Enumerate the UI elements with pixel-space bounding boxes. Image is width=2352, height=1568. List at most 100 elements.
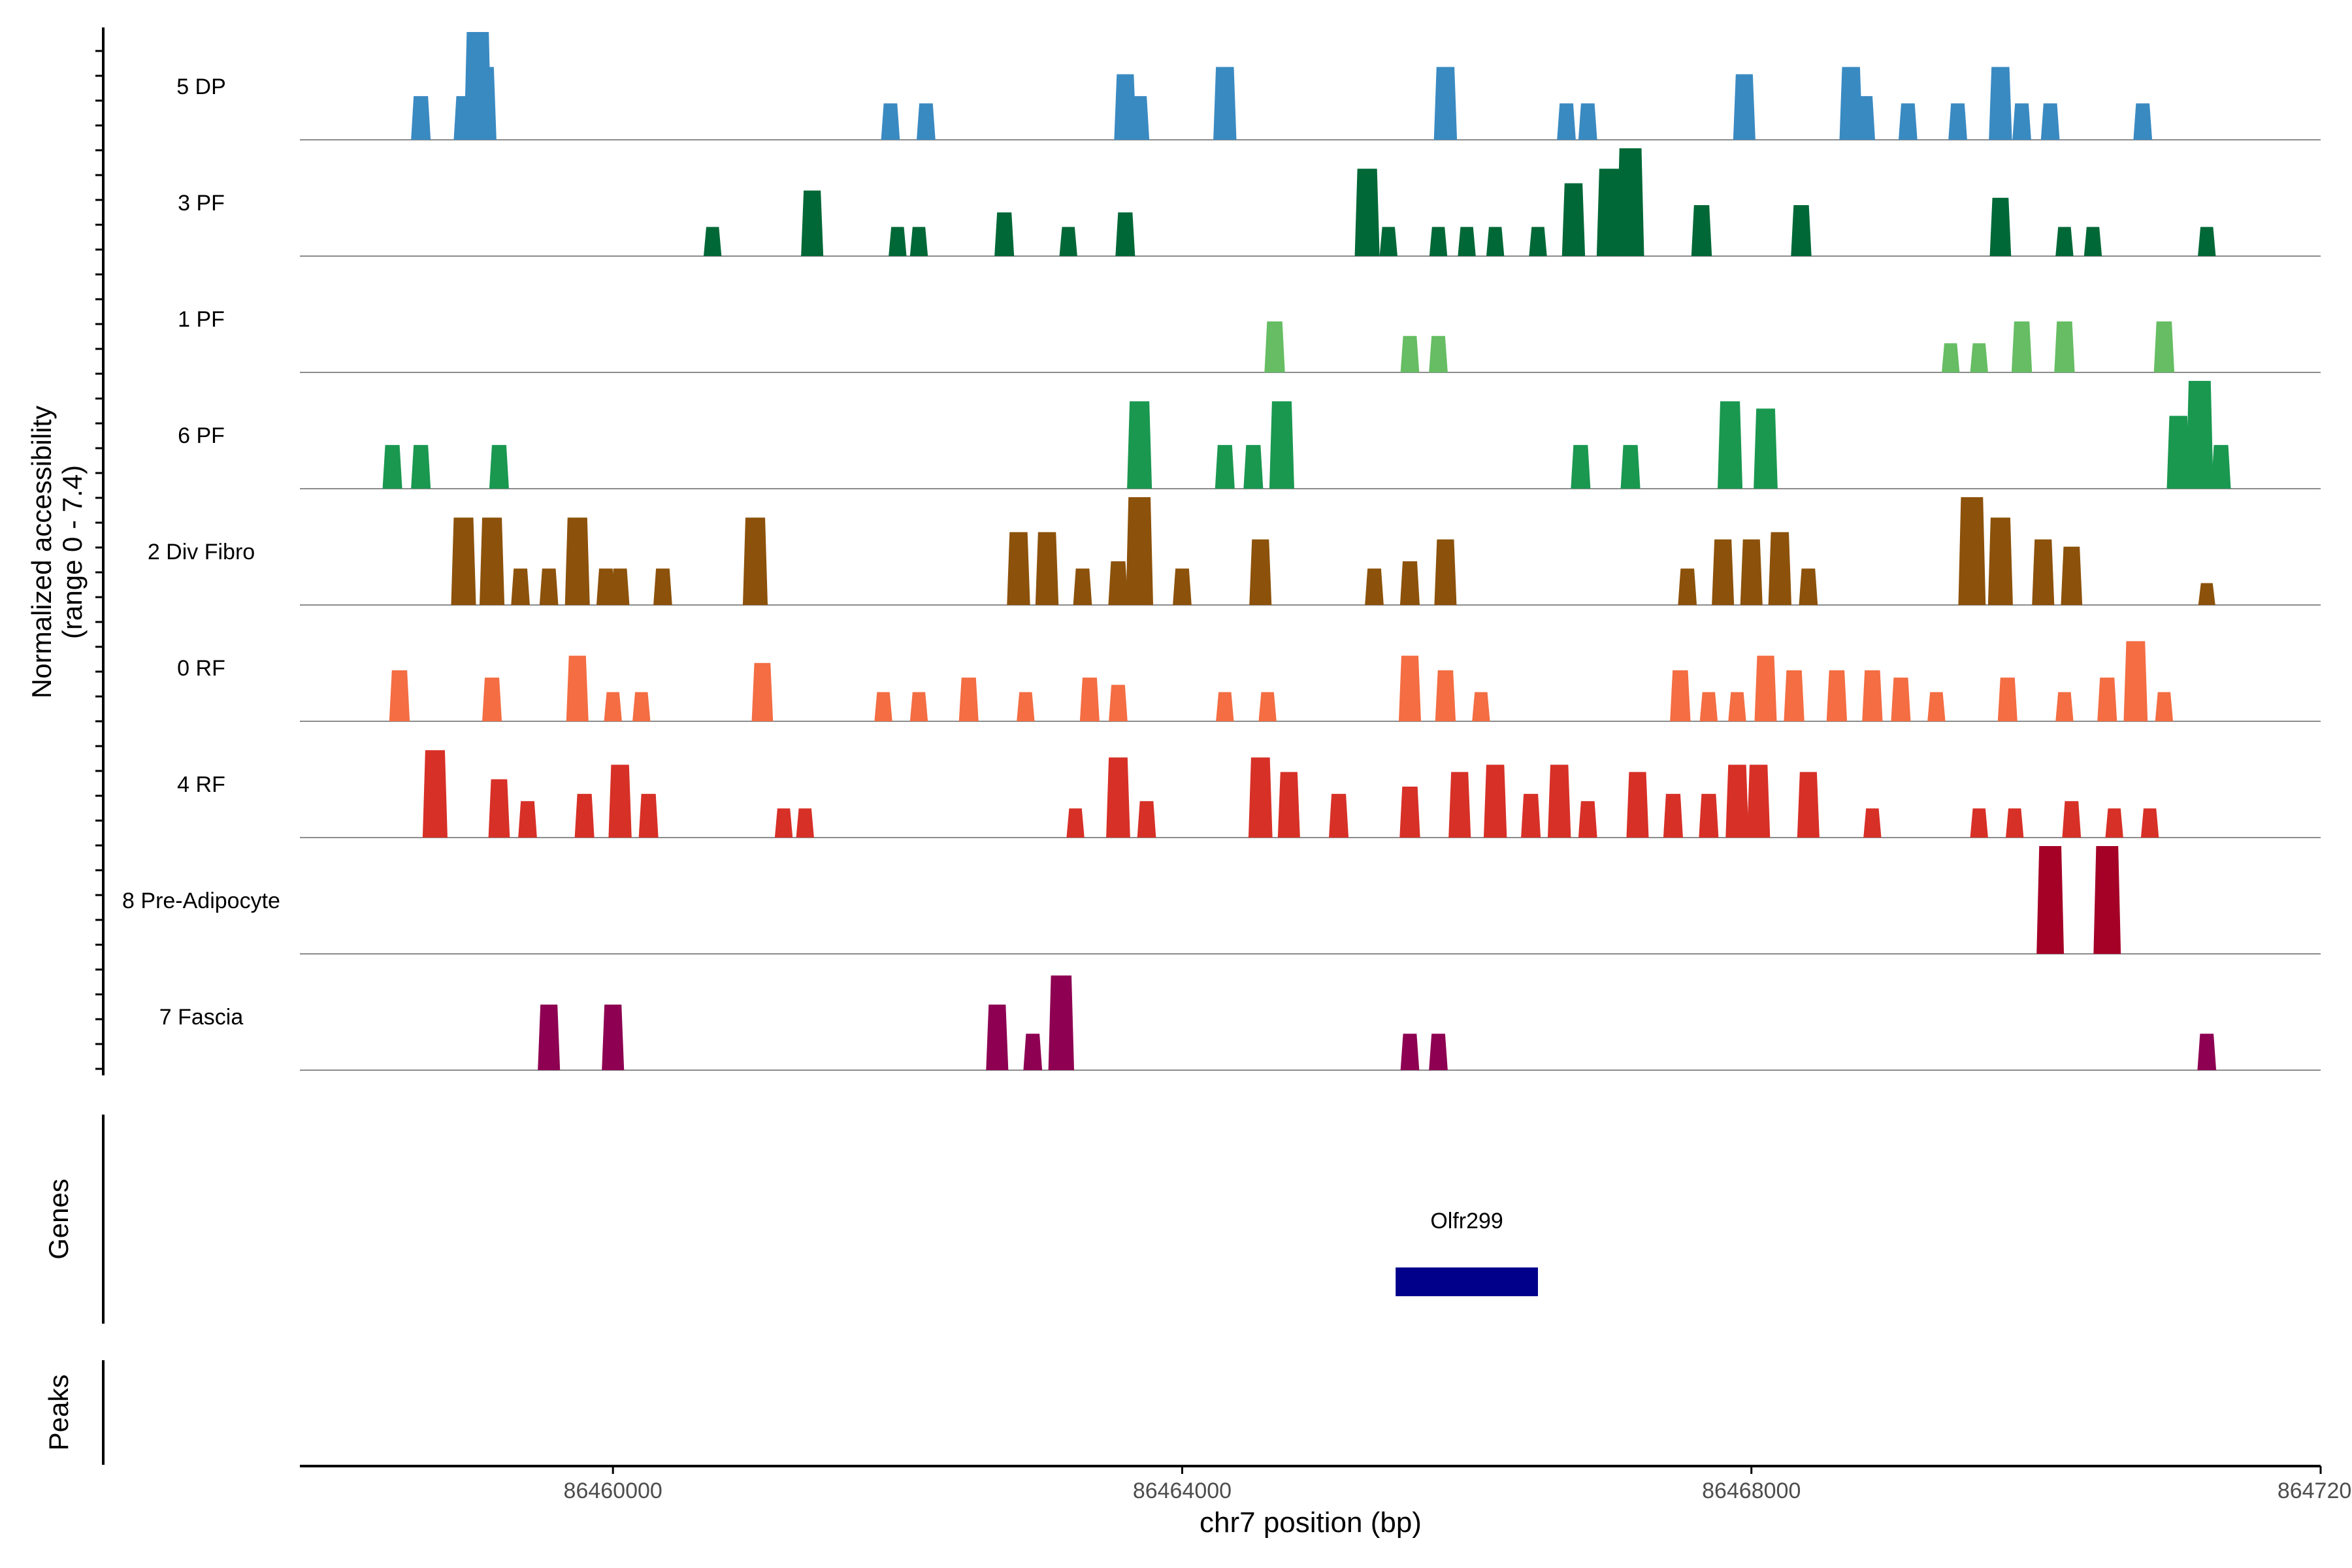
gene-label: Olfr299 bbox=[1430, 1209, 1503, 1233]
coverage-peak bbox=[564, 517, 590, 605]
coverage-peak bbox=[1596, 169, 1622, 256]
coverage-tracks: 5 DP 3 PF 1 PF 6 PF 2 Div Fibro 0 RF 4 RF 8 Pre… bbox=[122, 32, 2321, 1071]
coverage-peak bbox=[1007, 532, 1030, 605]
coverage-peak bbox=[801, 190, 824, 256]
coverage-peak bbox=[1891, 678, 1911, 721]
coverage-peak bbox=[1079, 678, 1100, 721]
coverage-peak bbox=[1663, 794, 1683, 838]
coverage-peak bbox=[1472, 692, 1490, 721]
coverage-peak bbox=[1398, 655, 1421, 721]
coverage-peak bbox=[566, 655, 589, 721]
coverage-peak bbox=[1215, 445, 1235, 489]
coverage-peak bbox=[1023, 1034, 1043, 1070]
coverage-peak bbox=[1066, 808, 1085, 838]
coverage-peak bbox=[1365, 568, 1384, 605]
genes-panel-label: Genes bbox=[43, 1179, 74, 1260]
coverage-peak bbox=[518, 801, 537, 838]
track-label: 8 Pre-Adipocyte bbox=[122, 889, 280, 913]
coverage-peak bbox=[1948, 103, 1967, 140]
coverage-peak bbox=[1379, 227, 1397, 256]
coverage-peak bbox=[1458, 227, 1476, 256]
track-label: 7 Fascia bbox=[159, 1005, 244, 1030]
coverage-peak bbox=[422, 750, 448, 838]
coverage-peak bbox=[1115, 212, 1135, 256]
coverage-peak bbox=[1712, 539, 1735, 605]
x-axis-title: chr7 position (bp) bbox=[1200, 1507, 1422, 1539]
coverage-peak bbox=[608, 764, 632, 838]
coverage-peak bbox=[1784, 670, 1805, 721]
coverage-peak bbox=[2093, 846, 2121, 954]
coverage-peak bbox=[596, 568, 615, 605]
coverage-peak bbox=[1898, 103, 1918, 140]
coverage-peak bbox=[2198, 583, 2215, 605]
x-axis-ticks: 86460000 86464000 86468000 8647200 bbox=[564, 1466, 2352, 1503]
coverage-peak bbox=[2198, 227, 2216, 256]
coverage-peak bbox=[1521, 794, 1541, 838]
coverage-peak bbox=[1746, 764, 1771, 838]
track-label: 4 RF bbox=[177, 772, 225, 797]
track-1-pf: 1 PF bbox=[178, 307, 2321, 373]
track-label: 6 PF bbox=[178, 423, 225, 448]
coverage-peak bbox=[1400, 336, 1420, 372]
coverage-peak bbox=[1269, 401, 1294, 489]
coverage-peak bbox=[1433, 67, 1458, 140]
coverage-peak bbox=[703, 227, 722, 256]
y-axis-title-line2: (range 0 - 7.4) bbox=[57, 465, 88, 639]
coverage-peak bbox=[1718, 401, 1743, 489]
coverage-peak bbox=[1264, 321, 1285, 372]
coverage-peak bbox=[2185, 381, 2213, 489]
coverage-peak bbox=[1137, 801, 1156, 838]
coverage-peak bbox=[638, 794, 659, 838]
x-axis-tick-label: 86464000 bbox=[1133, 1478, 1232, 1503]
coverage-peak bbox=[1699, 794, 1719, 838]
coverage-peak bbox=[1547, 764, 1571, 838]
coverage-peak bbox=[2055, 227, 2074, 256]
coverage-peak bbox=[1970, 343, 1988, 372]
coverage-peak bbox=[1561, 183, 1586, 256]
coverage-peak bbox=[1927, 692, 1946, 721]
coverage-peak bbox=[881, 103, 900, 140]
coverage-peak bbox=[2133, 103, 2153, 140]
coverage-peak bbox=[2105, 808, 2123, 838]
track-label: 3 PF bbox=[178, 191, 225, 216]
coverage-peak bbox=[1670, 670, 1691, 721]
coverage-peak bbox=[2123, 641, 2148, 721]
coverage-peak bbox=[1400, 1034, 1420, 1070]
coverage-peak bbox=[2011, 321, 2033, 372]
coverage-peak bbox=[1699, 692, 1718, 721]
coverage-peak bbox=[889, 227, 907, 256]
x-axis-tick-label: 86468000 bbox=[1702, 1478, 1801, 1503]
coverage-peak bbox=[958, 678, 979, 721]
coverage-peak bbox=[1754, 655, 1777, 721]
track-0-rf: 0 RF bbox=[177, 641, 2321, 722]
track-label: 5 DP bbox=[176, 74, 226, 99]
coverage-peak bbox=[742, 517, 768, 605]
coverage-peak bbox=[1855, 96, 1875, 140]
coverage-peak bbox=[1616, 148, 1644, 256]
coverage-peak bbox=[1799, 568, 1818, 605]
coverage-peak bbox=[1213, 67, 1237, 140]
coverage-peak bbox=[1791, 204, 1812, 256]
coverage-peak bbox=[1989, 197, 2012, 256]
coverage-peak bbox=[1571, 445, 1591, 489]
coverage-peak bbox=[2083, 227, 2102, 256]
coverage-peak bbox=[1399, 786, 1420, 838]
coverage-peak bbox=[1997, 678, 2017, 721]
coverage-peak bbox=[909, 692, 928, 721]
coverage-peak bbox=[482, 678, 502, 721]
coverage-peak bbox=[1691, 204, 1712, 256]
coverage-peak bbox=[1059, 227, 1077, 256]
coverage-peak bbox=[1434, 539, 1457, 605]
coverage-peak bbox=[796, 808, 814, 838]
coverage-peak bbox=[1109, 685, 1128, 721]
coverage-peak bbox=[1483, 764, 1507, 838]
coverage-peak bbox=[1970, 808, 1988, 838]
coverage-peak bbox=[1768, 532, 1791, 605]
track-7-fascia: 7 Fascia bbox=[159, 975, 2321, 1071]
coverage-peak bbox=[1277, 772, 1300, 838]
coverage-peak bbox=[473, 67, 497, 140]
track-8-pre-adipocyte: 8 Pre-Adipocyte bbox=[122, 846, 2321, 955]
coverage-peak bbox=[994, 212, 1015, 256]
coverage-peak bbox=[1725, 764, 1749, 838]
coverage-peak bbox=[1399, 561, 1420, 605]
